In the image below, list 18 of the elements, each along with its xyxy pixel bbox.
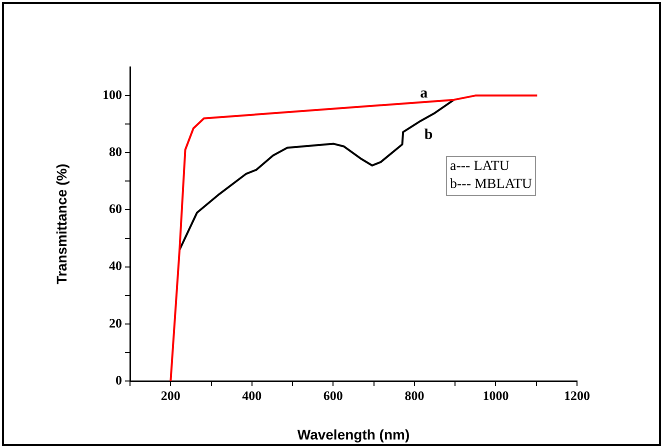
y-tick-label: 60 xyxy=(109,201,122,216)
annotation: a--- LATU xyxy=(450,158,510,176)
y-tick-label: 40 xyxy=(109,258,122,274)
y-axis-title: Transmittance (%) xyxy=(53,164,70,284)
y-tick-label: 0 xyxy=(116,372,122,388)
x-tick-label: 1200 xyxy=(564,388,590,404)
x-tick-label: 200 xyxy=(160,388,180,404)
series-label: b xyxy=(424,126,433,143)
x-tick-label: 800 xyxy=(404,388,424,404)
x-tick-label: 600 xyxy=(323,388,343,404)
x-axis-title: Wavelength (nm) xyxy=(297,426,410,442)
series-label: a xyxy=(420,86,428,102)
y-tick-label: 80 xyxy=(109,144,122,159)
y-tick-label: 20 xyxy=(109,315,122,330)
annotation: b--- MBLATU xyxy=(450,176,532,194)
x-tick-label: 1000 xyxy=(482,388,509,404)
x-tick-label: 400 xyxy=(242,388,262,404)
y-tick-label: 100 xyxy=(102,86,122,102)
